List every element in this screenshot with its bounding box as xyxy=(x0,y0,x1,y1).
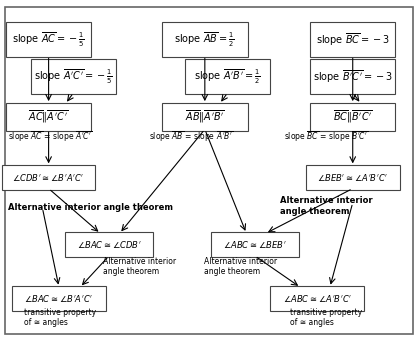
Text: $\overline{BC} \| \overline{B'C'}$: $\overline{BC} \| \overline{B'C'}$ xyxy=(333,108,372,125)
Text: $\angle ABC \cong \angle BEB'$: $\angle ABC \cong \angle BEB'$ xyxy=(223,239,287,250)
FancyBboxPatch shape xyxy=(65,232,153,257)
Text: transitive property
of ≅ angles: transitive property of ≅ angles xyxy=(290,308,362,328)
Text: transitive property
of ≅ angles: transitive property of ≅ angles xyxy=(23,308,96,328)
Text: slope $\overline{AC} = -\frac{1}{5}$: slope $\overline{AC} = -\frac{1}{5}$ xyxy=(12,30,85,49)
Text: Alternative interior
angle theorem: Alternative interior angle theorem xyxy=(204,257,277,276)
FancyBboxPatch shape xyxy=(5,7,413,334)
FancyBboxPatch shape xyxy=(12,286,106,311)
Text: $\angle BAC \cong \angle B'A'C'$: $\angle BAC \cong \angle B'A'C'$ xyxy=(24,293,94,304)
FancyBboxPatch shape xyxy=(310,102,395,131)
FancyBboxPatch shape xyxy=(6,102,91,131)
FancyBboxPatch shape xyxy=(310,22,395,57)
Text: $\overline{AB} \| \overline{A'B'}$: $\overline{AB} \| \overline{A'B'}$ xyxy=(185,108,225,125)
Text: $\angle BEB' \cong \angle A'B'C'$: $\angle BEB' \cong \angle A'B'C'$ xyxy=(317,172,388,183)
FancyBboxPatch shape xyxy=(185,59,270,94)
Text: slope $\overline{AB}$ = slope $\overline{A'B'}$: slope $\overline{AB}$ = slope $\overline… xyxy=(148,129,233,144)
Text: slope $\overline{AB} = \frac{1}{2}$: slope $\overline{AB} = \frac{1}{2}$ xyxy=(174,30,235,49)
Text: slope $\overline{BC}$ = slope $\overline{B'C'}$: slope $\overline{BC}$ = slope $\overline… xyxy=(284,129,369,144)
Text: Alternative interior angle theorem: Alternative interior angle theorem xyxy=(8,203,173,212)
Text: Alternative interior
angle theorem: Alternative interior angle theorem xyxy=(103,257,176,276)
FancyBboxPatch shape xyxy=(31,59,116,94)
FancyBboxPatch shape xyxy=(162,22,247,57)
FancyBboxPatch shape xyxy=(310,59,395,94)
Text: slope $\overline{AC}$ = slope $\overline{A'C'}$: slope $\overline{AC}$ = slope $\overline… xyxy=(8,129,93,144)
Text: slope $\overline{B'C'} = -3$: slope $\overline{B'C'} = -3$ xyxy=(313,68,393,84)
FancyBboxPatch shape xyxy=(306,165,400,190)
Text: slope $\overline{A'B'} = \frac{1}{2}$: slope $\overline{A'B'} = \frac{1}{2}$ xyxy=(194,67,261,86)
Text: $\angle CDB' \cong \angle B'A'C'$: $\angle CDB' \cong \angle B'A'C'$ xyxy=(13,172,85,183)
FancyBboxPatch shape xyxy=(162,102,247,131)
Text: $\angle ABC \cong \angle A'B'C'$: $\angle ABC \cong \angle A'B'C'$ xyxy=(283,293,352,304)
Text: slope $\overline{BC} = -3$: slope $\overline{BC} = -3$ xyxy=(316,31,390,48)
Text: $\angle BAC \cong \angle CDB'$: $\angle BAC \cong \angle CDB'$ xyxy=(76,239,141,250)
Text: $\overline{AC} \| \overline{A'C'}$: $\overline{AC} \| \overline{A'C'}$ xyxy=(28,108,69,125)
FancyBboxPatch shape xyxy=(6,22,91,57)
Text: Alternative interior
angle theorem: Alternative interior angle theorem xyxy=(280,196,372,216)
Text: slope $\overline{A'C'} = -\frac{1}{5}$: slope $\overline{A'C'} = -\frac{1}{5}$ xyxy=(34,67,113,86)
FancyBboxPatch shape xyxy=(270,286,364,311)
FancyBboxPatch shape xyxy=(2,165,95,190)
FancyBboxPatch shape xyxy=(211,232,298,257)
